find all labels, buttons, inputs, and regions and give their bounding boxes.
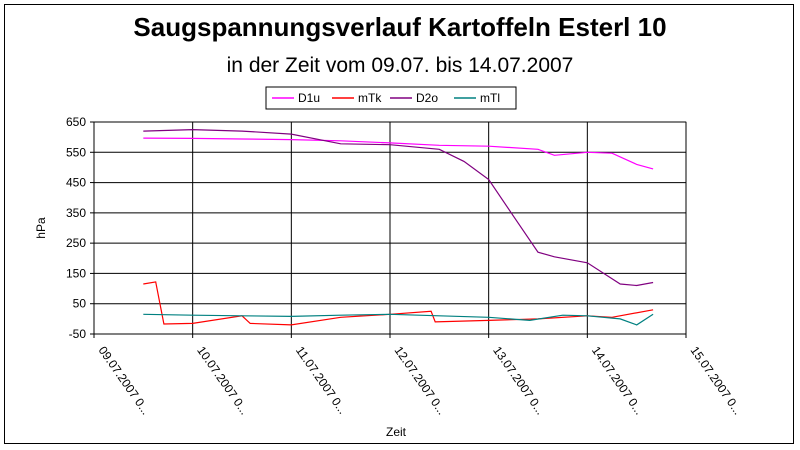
x-tick-label: 12.07.2007 0... [392,344,449,418]
x-tick-label: 10.07.2007 0... [194,344,251,418]
series-line-d2o [143,128,654,287]
chart-title: Saugspannungsverlauf Kartoffeln Esterl 1… [133,12,667,42]
x-tick-label: 09.07.2007 0... [96,344,153,418]
legend-label-mtk: mTk [358,91,382,105]
x-tick-label: 11.07.2007 0... [293,344,350,417]
legend-label-mtl: mTl [480,91,500,105]
y-tick-label: 150 [66,266,86,280]
y-tick-label: 250 [66,236,86,250]
x-axis-label: Zeit [386,425,407,439]
series-line-mtk [143,281,654,326]
legend-label-d2o: D2o [416,91,438,105]
chart-subtitle: in der Zeit vom 09.07. bis 14.07.2007 [226,54,574,77]
chart-frame [4,4,794,444]
y-tick-label: 650 [66,115,86,129]
series-line-mtl [143,313,654,326]
y-tick-label: -50 [69,327,87,341]
legend-label-d1u: D1u [298,91,320,105]
y-tick-label: 450 [66,176,86,190]
x-tick-label: 14.07.2007 0... [589,344,646,418]
y-tick-label: 350 [66,206,86,220]
series-line-d1u [143,137,654,170]
x-tick-label: 13.07.2007 0... [490,344,547,418]
x-tick-label: 15.07.2007 0... [688,344,745,418]
y-axis-label: hPa [34,217,48,239]
y-tick-label: 50 [73,297,87,311]
y-tick-label: 550 [66,145,86,159]
